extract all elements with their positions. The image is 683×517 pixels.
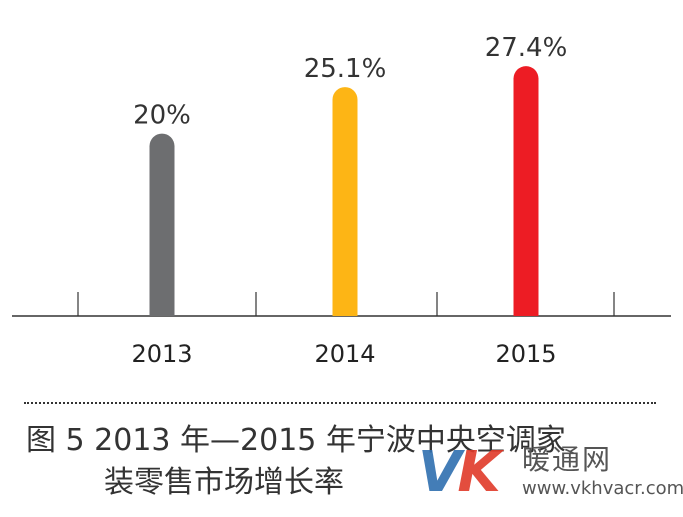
bars: [149, 66, 539, 316]
value-label-2015: 27.4%: [485, 33, 568, 63]
value-label-2013: 20%: [133, 101, 191, 131]
watermark-site-name: 暖通网: [522, 443, 613, 476]
value-label-2014: 25.1%: [304, 54, 387, 84]
bar-2014: [332, 87, 358, 316]
watermark-logo: VK: [418, 440, 501, 505]
x-tick-labels: 2013 2014 2015: [131, 340, 556, 368]
x-tick-label-2013: 2013: [131, 340, 192, 368]
watermark-url: www.vkhvacr.com: [522, 478, 683, 499]
value-labels: 20% 25.1% 27.4%: [133, 33, 567, 130]
watermark: VK 暖通网 www.vkhvacr.com: [418, 440, 683, 505]
dotted-divider: [24, 402, 656, 404]
bar-chart: 20% 25.1% 27.4% 2013 2014 2015: [12, 33, 671, 368]
bar-2015: [513, 66, 539, 316]
caption-line-2: 装零售市场增长率: [104, 465, 344, 500]
figure-caption: 图 5 2013 年—2015 年宁波中央空调家 装零售市场增长率: [26, 420, 566, 504]
x-tick-label-2015: 2015: [495, 340, 556, 368]
caption-line-1: 图 5 2013 年—2015 年宁波中央空调家: [26, 423, 566, 458]
bar-2013: [149, 133, 175, 316]
x-axis-ticks: [77, 292, 615, 316]
x-tick-label-2014: 2014: [314, 340, 375, 368]
